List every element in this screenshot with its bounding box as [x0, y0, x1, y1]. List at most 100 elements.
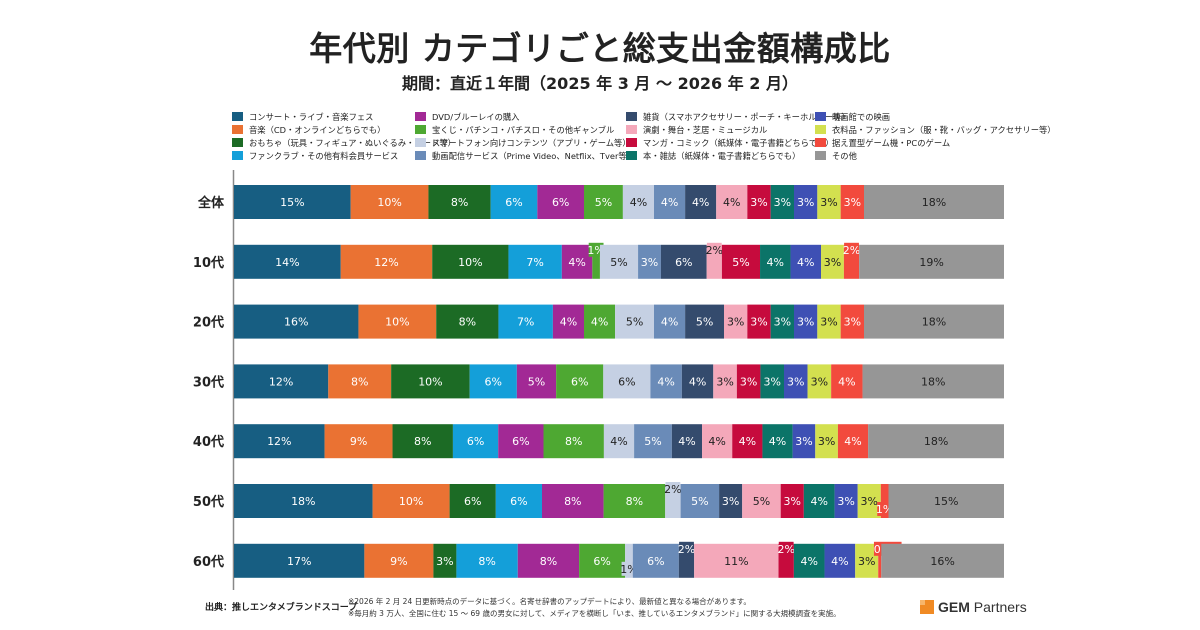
bar-segment	[864, 304, 1004, 339]
legend-label: マンガ・コミック（紙媒体・電子書籍どちらでも）	[643, 137, 834, 148]
bar-segment	[721, 244, 761, 279]
value-label: 12%	[269, 375, 293, 388]
value-label: 4%	[689, 375, 706, 388]
value-label: 15%	[280, 196, 304, 209]
bar-segment	[868, 424, 1004, 459]
bar-segment	[864, 185, 1004, 219]
bar-segment	[815, 424, 838, 459]
value-label: 4%	[692, 196, 709, 209]
bar-segment	[561, 244, 593, 279]
value-label: 18%	[922, 196, 946, 209]
legend-swatch-icon	[815, 138, 826, 147]
bar-segment	[234, 543, 365, 578]
bar-segment	[840, 304, 864, 339]
value-label: 8%	[540, 555, 557, 568]
value-label: 5%	[732, 256, 749, 269]
bar-segment	[498, 424, 544, 459]
value-label: 10%	[399, 495, 423, 508]
value-label: 3%	[750, 316, 767, 329]
bar-segment	[391, 364, 470, 399]
value-label: 3%	[641, 256, 658, 269]
value-label: 5%	[626, 316, 643, 329]
bar-segment	[770, 304, 794, 339]
legend-swatch-icon	[415, 112, 426, 121]
value-label: 3%	[436, 555, 453, 568]
bar-segment	[556, 364, 604, 399]
bar-segment	[857, 484, 881, 518]
value-label: 11%	[724, 555, 748, 568]
value-label: 12%	[374, 256, 398, 269]
bar-segment	[862, 364, 1004, 399]
bar-segment	[681, 364, 714, 399]
bar-segment	[792, 424, 816, 459]
value-label: 10%	[377, 196, 401, 209]
value-label: 2%	[706, 244, 723, 257]
legend-item: 動画配信サービス（Prime Video、Netflix、Tver等）	[415, 149, 635, 162]
value-label: 8%	[565, 435, 582, 448]
bar-segment	[837, 424, 869, 459]
value-label: 8%	[564, 495, 581, 508]
category-label: 60代	[193, 554, 224, 570]
value-label: 4%	[838, 375, 855, 388]
value-label: 6%	[485, 375, 502, 388]
value-label: 3%	[844, 196, 861, 209]
value-label: 3%	[861, 495, 878, 508]
category-label: 40代	[193, 434, 224, 450]
bar-segment	[878, 543, 882, 578]
bar-segment	[542, 484, 604, 518]
bar-segment	[432, 244, 509, 279]
value-label: 3%	[858, 555, 875, 568]
legend-item: おもちゃ（玩具・フィギュア・ぬいぐるみ・カード等）	[232, 136, 456, 149]
bar-segment	[770, 185, 794, 219]
bar-segment	[817, 185, 841, 219]
bar-segment	[760, 364, 784, 399]
bar-segment	[888, 484, 1004, 518]
category-label: 30代	[193, 374, 224, 390]
value-label: 3%	[722, 495, 739, 508]
value-label: 3%	[811, 375, 828, 388]
legend-item: 演劇・舞台・芝居・ミュージカル	[626, 123, 767, 136]
value-label-box	[665, 482, 681, 496]
value-label: 3%	[837, 495, 854, 508]
legend-swatch-icon	[415, 125, 426, 134]
value-label-box	[877, 502, 893, 516]
bar-segment	[469, 364, 517, 399]
bar-segment	[713, 364, 737, 399]
category-label: 10代	[193, 255, 224, 271]
value-label: 6%	[593, 555, 610, 568]
value-label: 3%	[740, 375, 757, 388]
bar-segment	[552, 304, 584, 339]
legend-swatch-icon	[232, 112, 243, 121]
bar-segment	[364, 543, 434, 578]
bar-segment	[719, 484, 743, 518]
legend-label: 動画配信サービス（Prime Video、Netflix、Tver等）	[432, 150, 636, 161]
value-label: 4%	[800, 555, 817, 568]
chart-title: 年代別 カテゴリごと総支出金額構成比	[309, 29, 891, 68]
bar-segment	[603, 484, 666, 518]
bar-segment	[747, 185, 771, 219]
value-label: 3%	[763, 375, 780, 388]
value-label: 4%	[678, 435, 695, 448]
value-label: 17%	[287, 555, 311, 568]
value-label-box	[679, 541, 694, 556]
value-label: 2%	[777, 543, 794, 556]
gem-partners-logo-icon	[920, 600, 934, 614]
value-label-box	[588, 242, 604, 257]
legend-label: 宝くじ・パチンコ・パチスロ・その他ギャンブル	[432, 124, 615, 135]
bar-segment	[350, 185, 429, 219]
value-label: 3%	[820, 316, 837, 329]
bar-segment	[495, 484, 542, 518]
value-label: 3%	[774, 316, 791, 329]
value-label: 16%	[284, 316, 308, 329]
bar-segment	[592, 244, 600, 279]
value-label: 8%	[459, 316, 476, 329]
bar-segment	[452, 424, 499, 459]
legend-label: 据え置型ゲーム機・PCのゲーム	[832, 137, 951, 148]
value-label: 3%	[797, 196, 814, 209]
value-label: 9%	[390, 555, 407, 568]
legend-label: コンサート・ライブ・音楽フェス	[249, 111, 374, 122]
value-label: 6%	[510, 495, 527, 508]
value-label: 5%	[696, 316, 713, 329]
value-label: 2%	[678, 543, 695, 556]
